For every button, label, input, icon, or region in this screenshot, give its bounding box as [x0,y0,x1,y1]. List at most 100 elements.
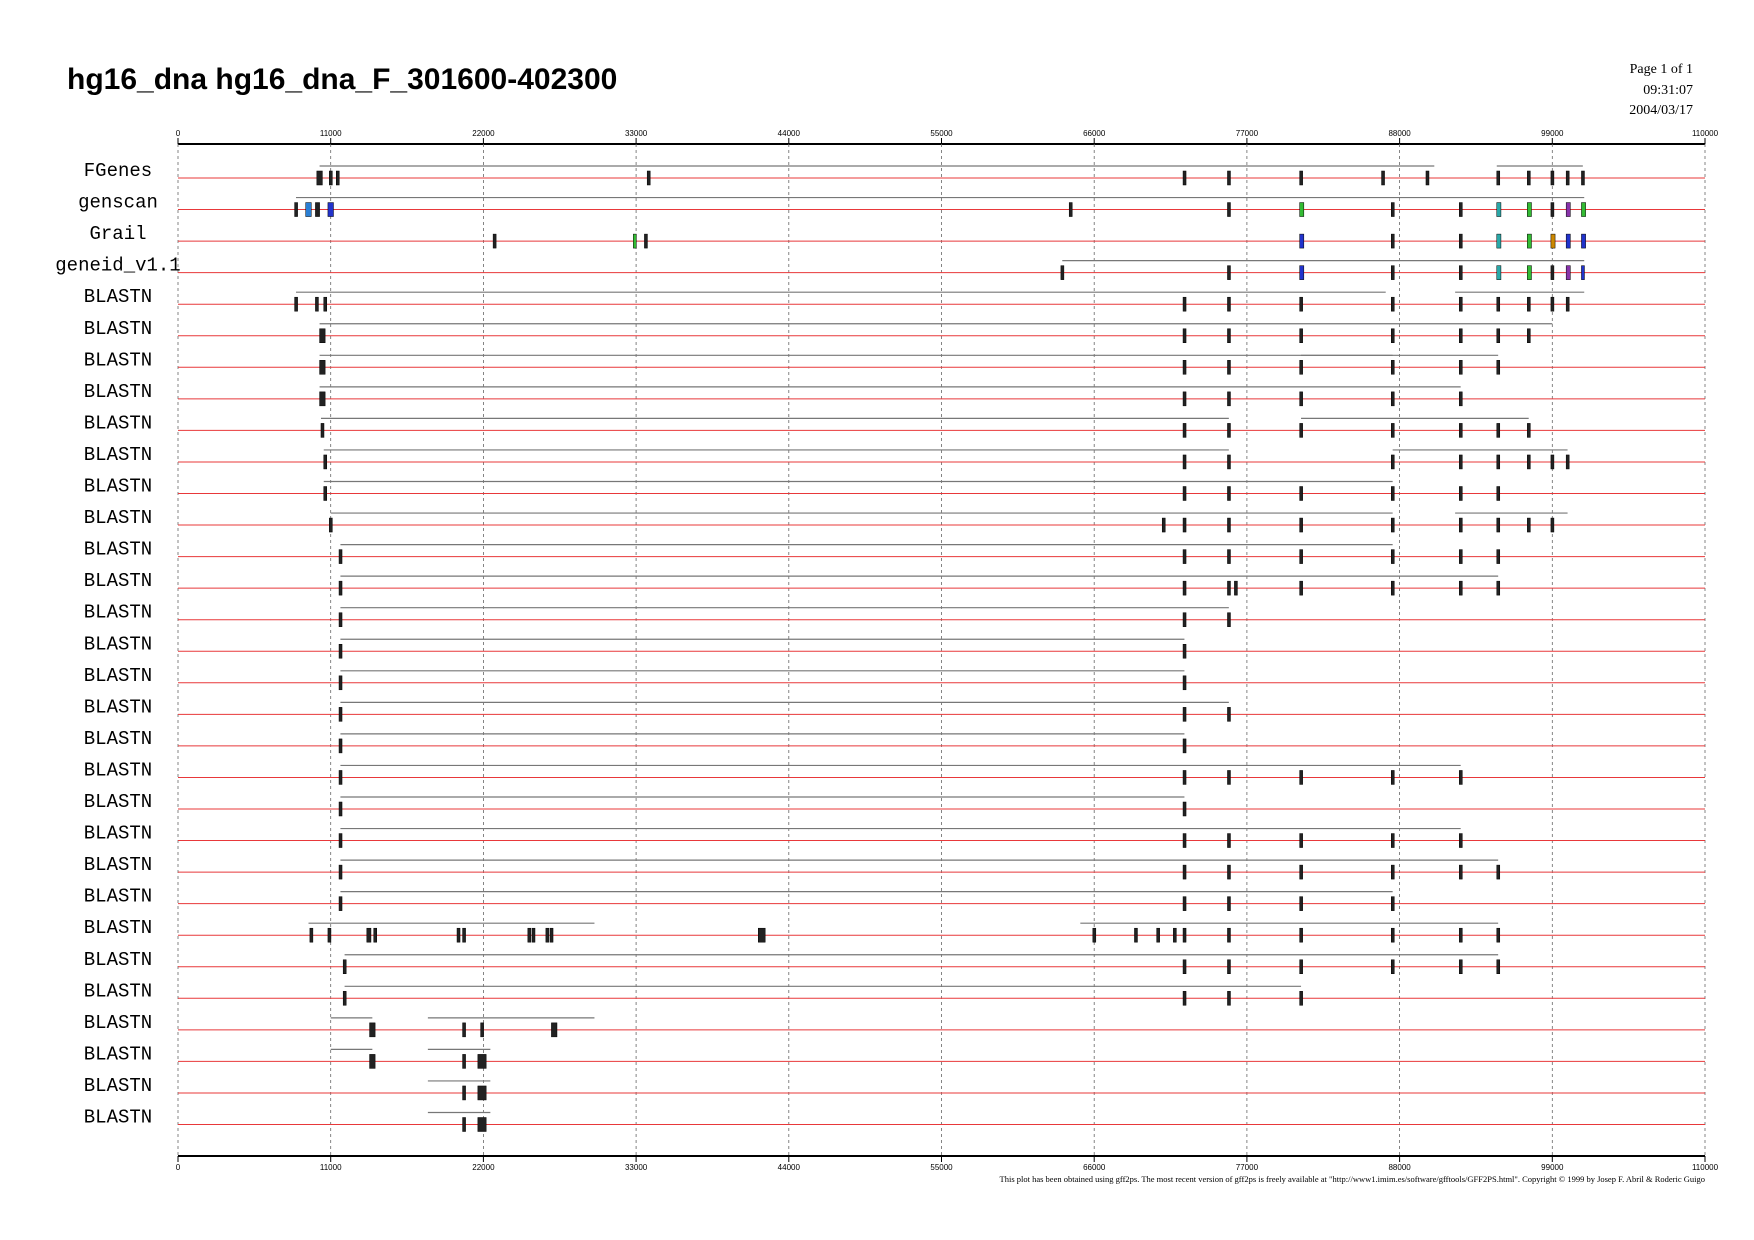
chart-title: hg16_dna hg16_dna_F_301600-402300 [67,63,617,96]
feature [1182,833,1187,848]
feature [1496,959,1501,974]
feature [338,770,343,785]
feature [1496,454,1501,470]
feature [462,1085,466,1101]
feature [338,612,343,627]
track-label: BLASTN [84,570,152,592]
feature [1496,486,1501,501]
feature [1182,959,1187,974]
feature [338,675,343,691]
feature [1527,296,1531,312]
feature [1182,707,1187,722]
track-label: BLASTN [84,696,152,718]
feature [1459,454,1463,470]
feature [319,328,326,343]
track-label: BLASTN [84,633,152,655]
feature [1182,391,1187,407]
feature [1060,265,1065,280]
feature [1299,927,1303,943]
feature [1527,454,1531,470]
feature [1227,991,1231,1006]
feature [1459,959,1463,974]
feature [1391,265,1395,280]
feature [1227,770,1231,785]
feature [1527,328,1531,343]
feature [1527,265,1532,280]
feature [1459,927,1463,943]
feature [1299,770,1303,785]
feature [1182,927,1187,943]
feature [1459,549,1463,564]
feature [1581,233,1586,249]
feature [1459,233,1463,249]
feature [338,644,343,659]
track-label: BLASTN [84,318,152,340]
feature [1565,233,1571,249]
feature [1182,770,1187,785]
feature [1459,328,1463,343]
track-label: BLASTN [84,980,152,1002]
feature [1496,423,1501,438]
feature [1391,927,1395,943]
feature [294,202,298,217]
feature [549,927,554,943]
track-label: BLASTN [84,1043,152,1065]
feature [1227,707,1231,722]
feature [480,1022,484,1038]
feature [1227,833,1231,848]
feature [1391,959,1395,974]
feature [1459,580,1463,596]
track-label: BLASTN [84,286,152,308]
feature [1496,328,1501,343]
feature [1182,360,1187,375]
x-tick-label: 33000 [625,129,648,138]
feature [1496,927,1501,943]
feature [315,296,319,312]
feature [319,391,326,407]
feature [1459,486,1463,501]
x-tick-label: 0 [176,129,181,138]
feature [1496,296,1501,312]
feature [758,927,766,943]
feature [1496,233,1502,249]
feature [1459,423,1463,438]
feature [1227,328,1231,343]
feature [1391,360,1395,375]
feature [1299,580,1303,596]
feature [1134,927,1138,943]
x-tick-label: 11000 [320,129,342,138]
feature [1156,927,1160,943]
feature [1550,454,1555,470]
feature [1391,423,1395,438]
feature [1391,864,1395,880]
feature [1496,170,1501,186]
feature [329,517,333,533]
x-tick-label: 88000 [1388,1163,1411,1172]
feature [462,1054,466,1069]
x-tick-label: 0 [176,1163,181,1172]
feature [462,1022,466,1038]
x-tick-label: 77000 [1236,1163,1259,1172]
feature [1299,391,1303,407]
feature [551,1022,558,1038]
feature [1182,486,1187,501]
feature [323,296,328,312]
feature [1391,233,1395,249]
feature [1299,486,1303,501]
track-label: BLASTN [84,476,152,498]
feature [329,170,333,186]
feature [1550,265,1555,280]
feature [1227,549,1231,564]
feature [1227,423,1231,438]
feature [342,959,347,974]
feature [1496,202,1502,217]
x-tick-label: 99000 [1541,1163,1564,1172]
feature [1182,612,1187,627]
feature [342,991,347,1006]
feature [1381,170,1385,186]
feature [1227,517,1231,533]
x-tick-label: 55000 [930,1163,953,1172]
x-tick-label: 77000 [1236,129,1259,138]
feature [319,360,326,375]
